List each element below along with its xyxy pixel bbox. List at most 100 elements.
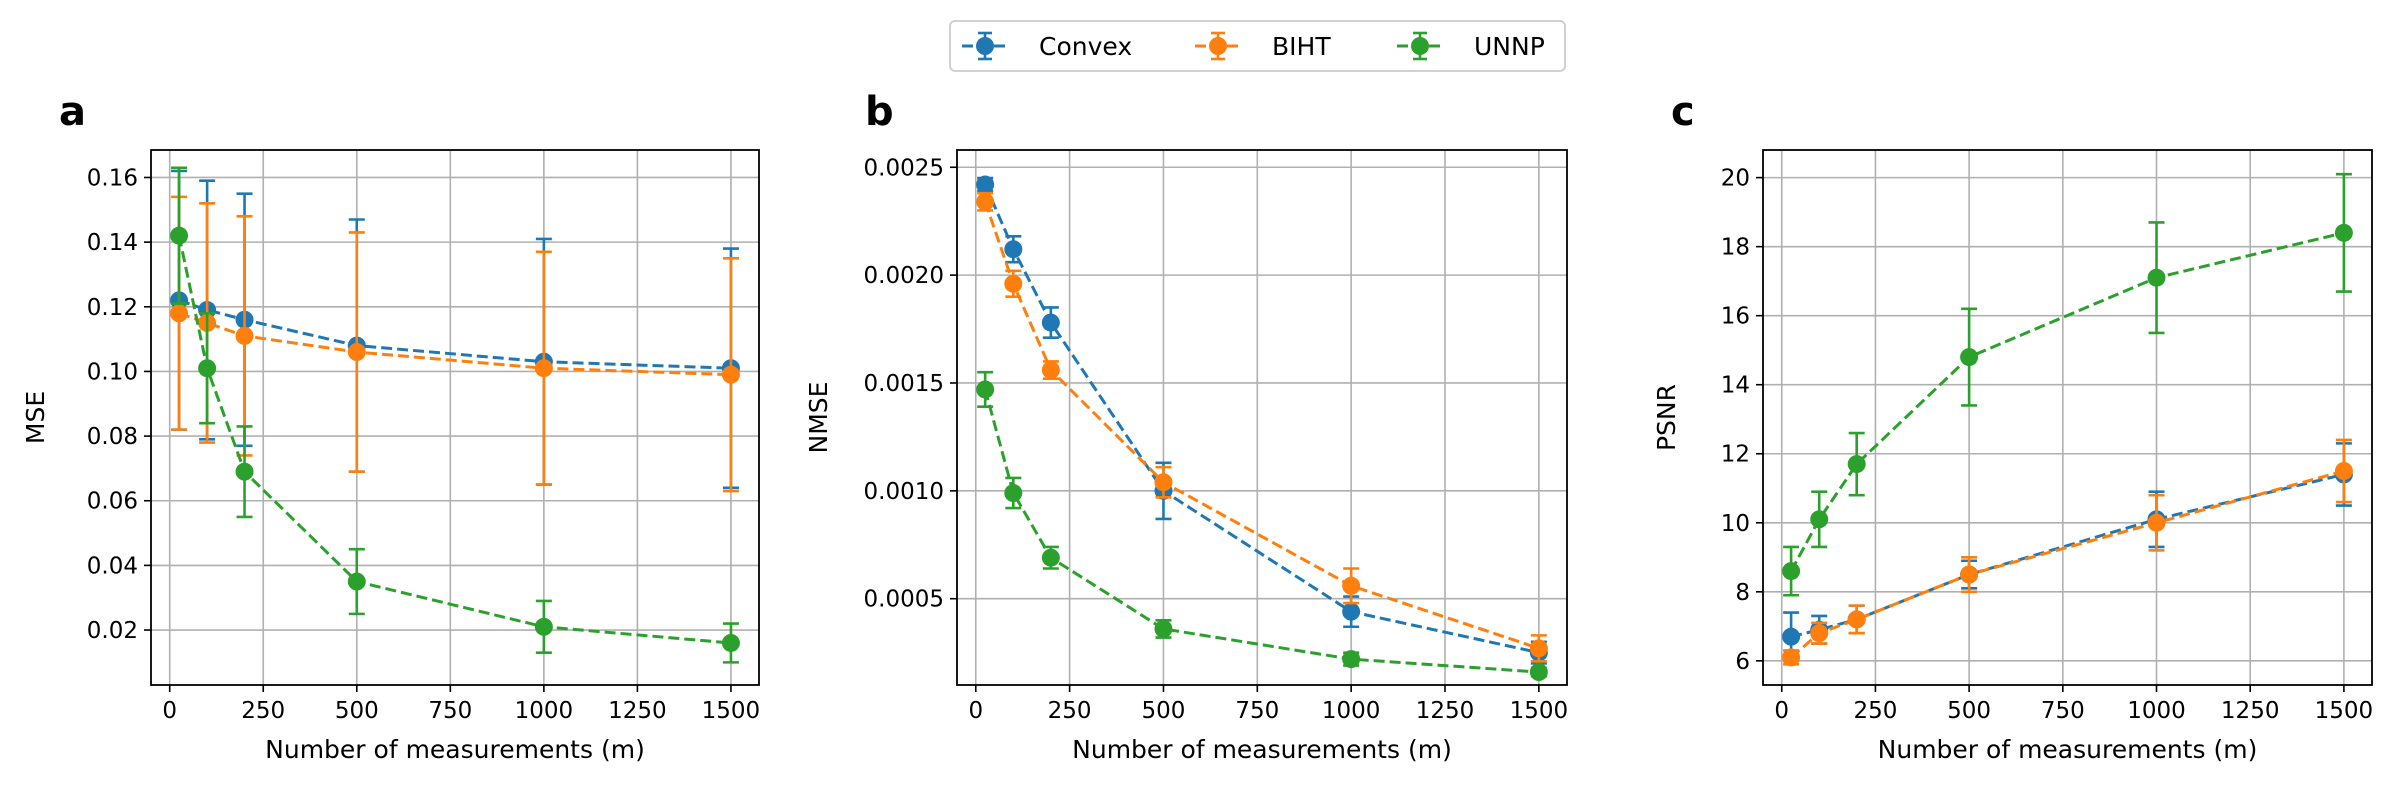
data-point	[1154, 619, 1173, 638]
y-tick-label: 0.02	[87, 618, 138, 644]
data-point	[1342, 650, 1361, 669]
series-line	[983, 201, 1540, 650]
legend-entry-biht: BIHT	[1195, 31, 1331, 61]
data-point	[235, 326, 254, 345]
data-point	[1004, 484, 1023, 503]
series-line	[983, 183, 1540, 655]
x-axis-label: Number of measurements (m)	[1072, 735, 1452, 764]
y-tick-label: 0.10	[87, 359, 138, 385]
legend-marker	[976, 37, 994, 55]
series-convex	[1782, 442, 2353, 663]
x-tick-label: 1250	[1416, 698, 1475, 724]
data-point	[1154, 473, 1173, 492]
panel-label: a	[59, 89, 86, 135]
data-point	[1960, 348, 1979, 367]
x-tick-label: 1250	[2221, 698, 2280, 724]
data-point	[2147, 513, 2166, 532]
y-tick-label: 0.16	[87, 165, 138, 191]
x-tick-label: 250	[241, 698, 285, 724]
y-tick-label: 8	[1735, 580, 1750, 606]
legend: Convex BIHT UNNP	[949, 20, 1566, 72]
y-tick-label: 0.04	[87, 553, 138, 579]
y-tick-label: 0.0010	[864, 479, 944, 505]
data-point	[235, 462, 254, 481]
y-tick-label: 12	[1721, 442, 1750, 468]
data-point	[1782, 648, 1801, 667]
ticks: 0 250 500 750 1000 1250 1500 0.02 0.04 0.06 0.08 0.…	[87, 165, 760, 724]
x-tick-label: 1000	[2127, 698, 2186, 724]
legend-label: BIHT	[1272, 32, 1331, 61]
x-tick-label: 1500	[702, 698, 761, 724]
x-tick-label: 0	[162, 698, 177, 724]
data-point	[1004, 274, 1023, 293]
series-convex	[976, 175, 1548, 665]
y-tick-label: 0.0020	[864, 263, 944, 289]
y-tick-label: 0.14	[87, 230, 138, 256]
panels: 0 250 500 750 1000 1250 15000.020.040.060.080.…	[21, 89, 2373, 764]
series-line	[1790, 469, 2345, 659]
data-point	[2147, 268, 2166, 287]
legend-box	[949, 20, 1566, 72]
y-axis-label: PSNR	[1652, 384, 1681, 451]
data-point	[1782, 562, 1801, 581]
ticks: 0 250 500 750 1000 1250 1500 0.0005 0.0010 0.0015…	[864, 155, 1569, 724]
y-tick-label: 0.12	[87, 295, 138, 321]
x-tick-label: 0	[968, 698, 983, 724]
legend-entry-convex: Convex	[962, 31, 1132, 61]
data-point	[976, 175, 995, 194]
data-point	[2334, 462, 2353, 480]
y-tick-label: 10	[1721, 511, 1750, 537]
x-tick-label: 750	[2041, 698, 2085, 724]
panel-c: 0 250 500 750 1000 1250 1500 6 8 10 12 14 16 18 20 Numb…	[1652, 89, 2373, 764]
legend-marker	[1209, 37, 1227, 55]
y-axis-label: MSE	[21, 391, 50, 444]
series-line	[178, 298, 731, 370]
data-point	[976, 192, 995, 211]
data-point	[1810, 510, 1829, 529]
data-point	[1342, 576, 1361, 595]
x-tick-label: 1000	[1322, 698, 1381, 724]
series-unnp	[976, 370, 1548, 682]
x-axis-label: Number of measurements (m)	[265, 735, 645, 764]
x-tick-label: 750	[1235, 698, 1279, 724]
series-line	[177, 235, 732, 645]
data-point	[534, 359, 553, 378]
data-point	[2334, 223, 2353, 242]
series-line	[1790, 472, 2345, 639]
y-tick-label: 0.08	[87, 424, 138, 450]
x-tick-label: 500	[1947, 698, 1991, 724]
data-point	[534, 617, 553, 636]
x-tick-label: 0	[1774, 698, 1789, 724]
data-point	[1342, 602, 1361, 621]
series-unnp	[170, 166, 740, 664]
y-tick-label: 14	[1721, 373, 1750, 399]
ticks: 0 250 500 750 1000 1250 1500 6 8 10 12 14 16 18 20	[1721, 166, 2373, 724]
grid	[1763, 150, 2372, 685]
x-tick-label: 1500	[1510, 698, 1569, 724]
data-point	[721, 365, 740, 384]
x-tick-label: 750	[428, 698, 472, 724]
y-tick-label: 0.0015	[864, 371, 944, 397]
data-point	[1960, 565, 1979, 584]
panel-a: 0 250 500 750 1000 1250 1500 0.02 0.04 0.06 0.08 0.…	[21, 89, 760, 764]
legend-marker	[1411, 37, 1429, 55]
series-line	[983, 389, 1539, 674]
grid	[957, 150, 1567, 685]
axes-frame	[1762, 149, 2373, 686]
data-point	[1847, 455, 1866, 474]
x-tick-label: 250	[1853, 698, 1897, 724]
y-tick-label: 0.0005	[864, 587, 944, 613]
data-point	[976, 380, 995, 399]
data-point	[347, 572, 366, 591]
x-tick-label: 1250	[608, 698, 667, 724]
data-point	[721, 633, 740, 652]
x-axis-label: Number of measurements (m)	[1878, 735, 2258, 764]
series-unnp	[1782, 172, 2353, 597]
axes-frame	[150, 149, 760, 686]
data-point	[170, 226, 189, 245]
legend-label: UNNP	[1474, 32, 1545, 61]
y-tick-label: 20	[1721, 166, 1750, 192]
y-tick-label: 18	[1721, 235, 1750, 261]
series-convex	[170, 169, 740, 490]
